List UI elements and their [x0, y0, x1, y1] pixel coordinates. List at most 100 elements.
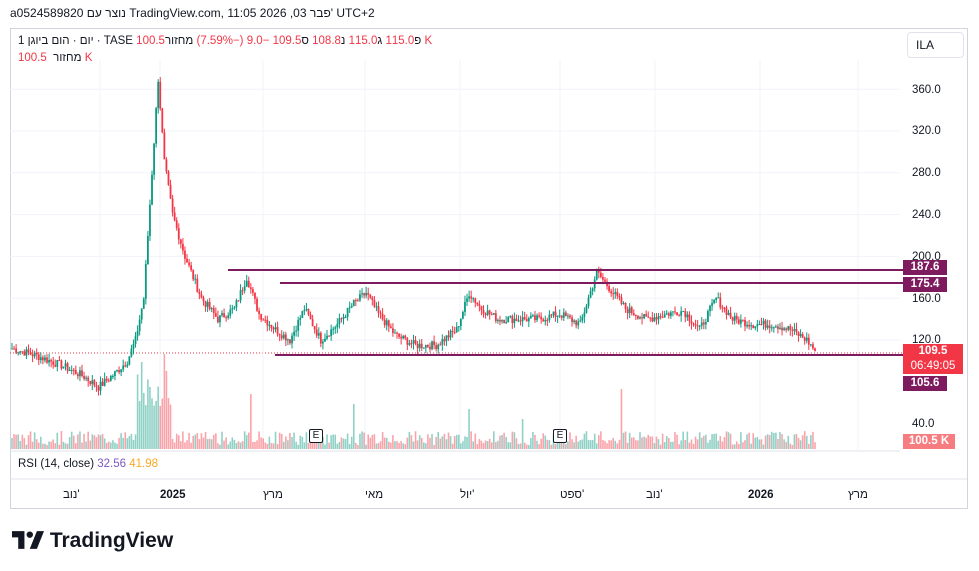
- volume-bar: [398, 442, 400, 449]
- volume-bar: [521, 419, 524, 449]
- candle-body: [334, 327, 337, 329]
- candle-body: [385, 320, 388, 326]
- volume-bar: [717, 440, 720, 449]
- candle-body: [313, 326, 316, 330]
- volume-bar: [163, 354, 166, 449]
- candle-body: [126, 364, 129, 367]
- candle-body: [52, 361, 55, 365]
- volume-bar: [433, 444, 435, 449]
- volume-bar: [606, 443, 608, 449]
- earnings-marker[interactable]: E: [553, 429, 567, 443]
- volume-bar: [550, 444, 553, 449]
- candle-body: [480, 305, 483, 311]
- x-tick: 2026: [748, 489, 774, 501]
- volume-bar: [239, 442, 242, 449]
- volume-bar: [635, 440, 637, 449]
- volume-bar: [731, 444, 734, 449]
- currency-button[interactable]: ILA: [907, 32, 964, 58]
- rsi-ma-value: 41.98: [129, 458, 159, 470]
- candle-body: [577, 321, 580, 326]
- candle-body: [647, 316, 650, 318]
- volume-bar: [523, 442, 526, 449]
- rsi-label[interactable]: RSI (14, close): [18, 458, 95, 470]
- candle-body: [733, 315, 736, 321]
- volume-bar: [348, 444, 351, 449]
- candle-body: [805, 337, 808, 341]
- candle-body: [249, 287, 252, 290]
- candle-body: [200, 294, 203, 298]
- volume-bar: [544, 435, 547, 449]
- candle-body: [704, 321, 707, 325]
- volume-bar: [628, 432, 631, 449]
- volume-bar: [499, 435, 501, 449]
- candle-body: [109, 375, 112, 381]
- volume-bar: [235, 443, 238, 449]
- y-tick: 240.0: [912, 209, 941, 221]
- volume-bar: [56, 432, 59, 449]
- earnings-marker[interactable]: E: [309, 429, 323, 443]
- candle-body: [163, 132, 166, 160]
- candle-body: [744, 319, 746, 327]
- candle-body: [591, 288, 594, 292]
- volume-legend: מחזור 100.5 K: [18, 52, 93, 64]
- candle-body: [389, 326, 392, 329]
- candle-body: [466, 298, 468, 302]
- candle-body: [354, 300, 357, 302]
- volume-bar: [355, 442, 357, 449]
- candle-body: [764, 320, 767, 328]
- volume-bar: [334, 434, 337, 449]
- candle-body: [247, 280, 250, 288]
- candle-body: [573, 320, 575, 323]
- volume-bar: [595, 443, 598, 449]
- volume-bar: [525, 444, 528, 449]
- candle-body: [99, 381, 102, 391]
- candle-body: [379, 312, 382, 314]
- candle-body: [62, 366, 65, 369]
- candle-body: [155, 108, 158, 144]
- candle-body: [17, 352, 20, 354]
- candle-body: [455, 326, 458, 332]
- tradingview-logo[interactable]: TradingView: [12, 529, 173, 553]
- volume-bar: [93, 435, 96, 449]
- candle-body: [219, 315, 221, 323]
- volume-bar: [639, 432, 641, 449]
- candle-body: [276, 327, 279, 335]
- volume-bar: [303, 442, 306, 449]
- candle-body: [643, 314, 646, 319]
- candle-body: [756, 324, 759, 327]
- candle-body: [406, 338, 409, 345]
- volume-bar: [91, 434, 94, 449]
- volume-bar: [48, 441, 50, 449]
- volume-bar: [44, 443, 46, 449]
- volume-bar: [352, 404, 355, 449]
- candle-body: [394, 332, 396, 334]
- candle-body: [35, 352, 38, 355]
- candle-body: [692, 323, 695, 325]
- volume-bar: [138, 401, 141, 449]
- candle-body: [268, 324, 271, 326]
- volume-bar: [538, 444, 540, 449]
- volume-bar: [534, 434, 536, 449]
- candle-body: [41, 357, 44, 361]
- x-tick: נוב': [63, 489, 80, 501]
- rsi-value: 32.56: [97, 458, 127, 470]
- volume-bar: [377, 443, 380, 449]
- candle-body: [173, 212, 176, 221]
- candle-body: [151, 174, 153, 205]
- candle-body: [552, 311, 555, 316]
- candle-body: [779, 327, 781, 329]
- x-tick: יול': [460, 489, 475, 501]
- volume-bar: [474, 433, 477, 449]
- symbol-label[interactable]: 1 יום · הום ביוגן · TASE: [18, 35, 133, 47]
- volume-bar: [19, 441, 22, 449]
- volume-bar: [554, 443, 557, 449]
- candle-body: [284, 334, 287, 341]
- volume-bar: [470, 431, 472, 449]
- candle-body: [297, 319, 300, 331]
- candle-body: [589, 291, 592, 298]
- candle-body: [453, 331, 456, 333]
- volume-bar: [157, 386, 159, 449]
- candle-body: [235, 300, 238, 308]
- candle-body: [25, 349, 28, 356]
